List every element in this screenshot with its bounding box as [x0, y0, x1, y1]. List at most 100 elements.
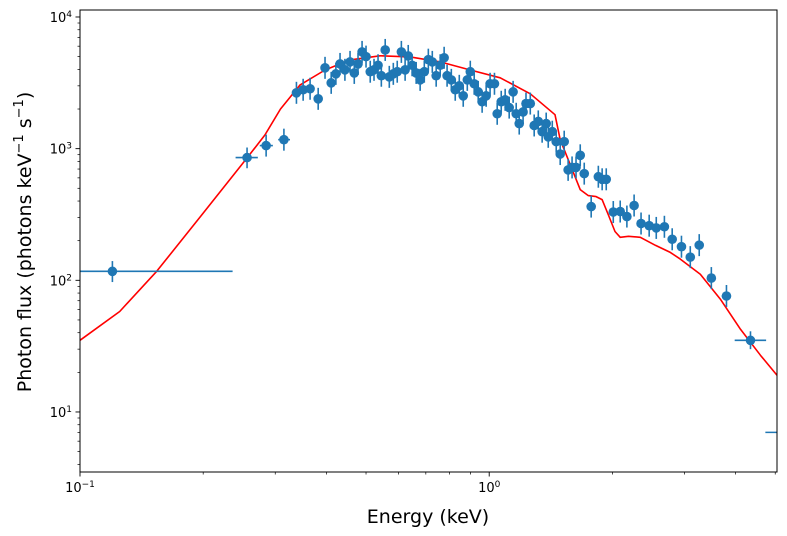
data-layer [80, 38, 777, 434]
data-marker [373, 60, 383, 71]
data-marker [481, 91, 491, 101]
data-marker [439, 52, 449, 63]
data-point [514, 112, 525, 135]
data-point [575, 144, 586, 167]
data-marker [659, 221, 670, 232]
data-point [458, 84, 469, 107]
x-axis-label: Energy (keV) [367, 506, 489, 528]
data-marker [261, 140, 271, 151]
data-marker [392, 66, 403, 77]
data-marker [706, 273, 717, 283]
data-marker [353, 59, 363, 69]
data-point [305, 77, 315, 100]
data-point [525, 92, 536, 115]
data-point [331, 62, 341, 85]
data-marker [313, 94, 323, 104]
data-marker [345, 57, 355, 67]
data-point [313, 87, 323, 110]
data-point [601, 168, 612, 191]
data-marker [601, 174, 612, 185]
y-tick-label: 102 [50, 273, 72, 289]
data-point [685, 246, 696, 269]
data-point [427, 50, 438, 73]
data-point [489, 72, 500, 95]
data-marker [504, 102, 514, 113]
model-curve [80, 55, 777, 376]
data-marker [403, 51, 414, 61]
data-point [392, 60, 403, 83]
data-marker [745, 335, 756, 346]
data-marker [575, 150, 586, 161]
data-point [706, 267, 717, 290]
data-point [340, 58, 350, 81]
data-point [320, 56, 330, 79]
data-marker [400, 65, 410, 75]
data-marker [608, 207, 619, 217]
data-marker [465, 66, 476, 77]
data-point [734, 331, 767, 350]
data-point [380, 38, 391, 61]
data-marker [279, 134, 289, 145]
data-point [419, 60, 430, 83]
data-point [504, 96, 514, 119]
data-point [353, 52, 363, 75]
data-point [667, 228, 677, 251]
data-marker [579, 168, 590, 179]
data-point [465, 60, 476, 83]
y-axis-label: Photon flux (photons keV−1 s−1) [12, 92, 36, 393]
y-tick-label: 103 [50, 142, 72, 158]
data-point [376, 64, 387, 87]
data-point [431, 64, 441, 87]
data-point [326, 71, 336, 94]
data-marker [435, 60, 446, 71]
data-marker [586, 201, 596, 212]
data-point [608, 201, 619, 224]
data-marker [667, 234, 677, 245]
data-point [622, 205, 632, 228]
data-marker [431, 70, 441, 81]
data-point [492, 102, 503, 125]
data-marker [615, 206, 626, 217]
data-point [629, 194, 639, 217]
data-marker [380, 45, 391, 55]
data-marker [525, 98, 536, 109]
data-point [676, 235, 687, 258]
data-marker [533, 116, 544, 127]
data-point [400, 58, 410, 81]
data-marker [407, 60, 417, 71]
data-marker [340, 65, 350, 75]
data-marker [676, 241, 687, 252]
data-marker [415, 75, 425, 85]
ticks-layer: 10−1 100 101 102 103 104 [50, 10, 776, 496]
data-marker [651, 223, 662, 233]
data-marker [326, 78, 336, 88]
data-point [551, 130, 562, 153]
data-marker [331, 69, 341, 79]
data-point [481, 84, 491, 107]
data-marker [107, 266, 118, 277]
y-tick-label: 101 [50, 405, 72, 421]
data-point [361, 45, 371, 68]
data-marker [454, 81, 465, 91]
data-marker [694, 240, 705, 250]
data-marker [541, 118, 551, 129]
data-marker [555, 149, 565, 159]
data-point [721, 285, 732, 308]
data-marker [500, 94, 510, 105]
x-tick-label: 10−1 [65, 480, 95, 496]
data-point [571, 156, 581, 179]
data-marker [685, 252, 696, 262]
data-marker [446, 75, 457, 85]
data-marker [305, 83, 315, 94]
data-point [235, 147, 258, 169]
data-point [439, 46, 449, 69]
data-point [615, 200, 626, 223]
data-marker [514, 118, 525, 129]
data-point [345, 50, 355, 73]
data-marker [411, 68, 421, 78]
data-point [533, 110, 544, 133]
data-point [651, 216, 662, 239]
data-point [411, 61, 421, 84]
data-point [659, 215, 670, 238]
